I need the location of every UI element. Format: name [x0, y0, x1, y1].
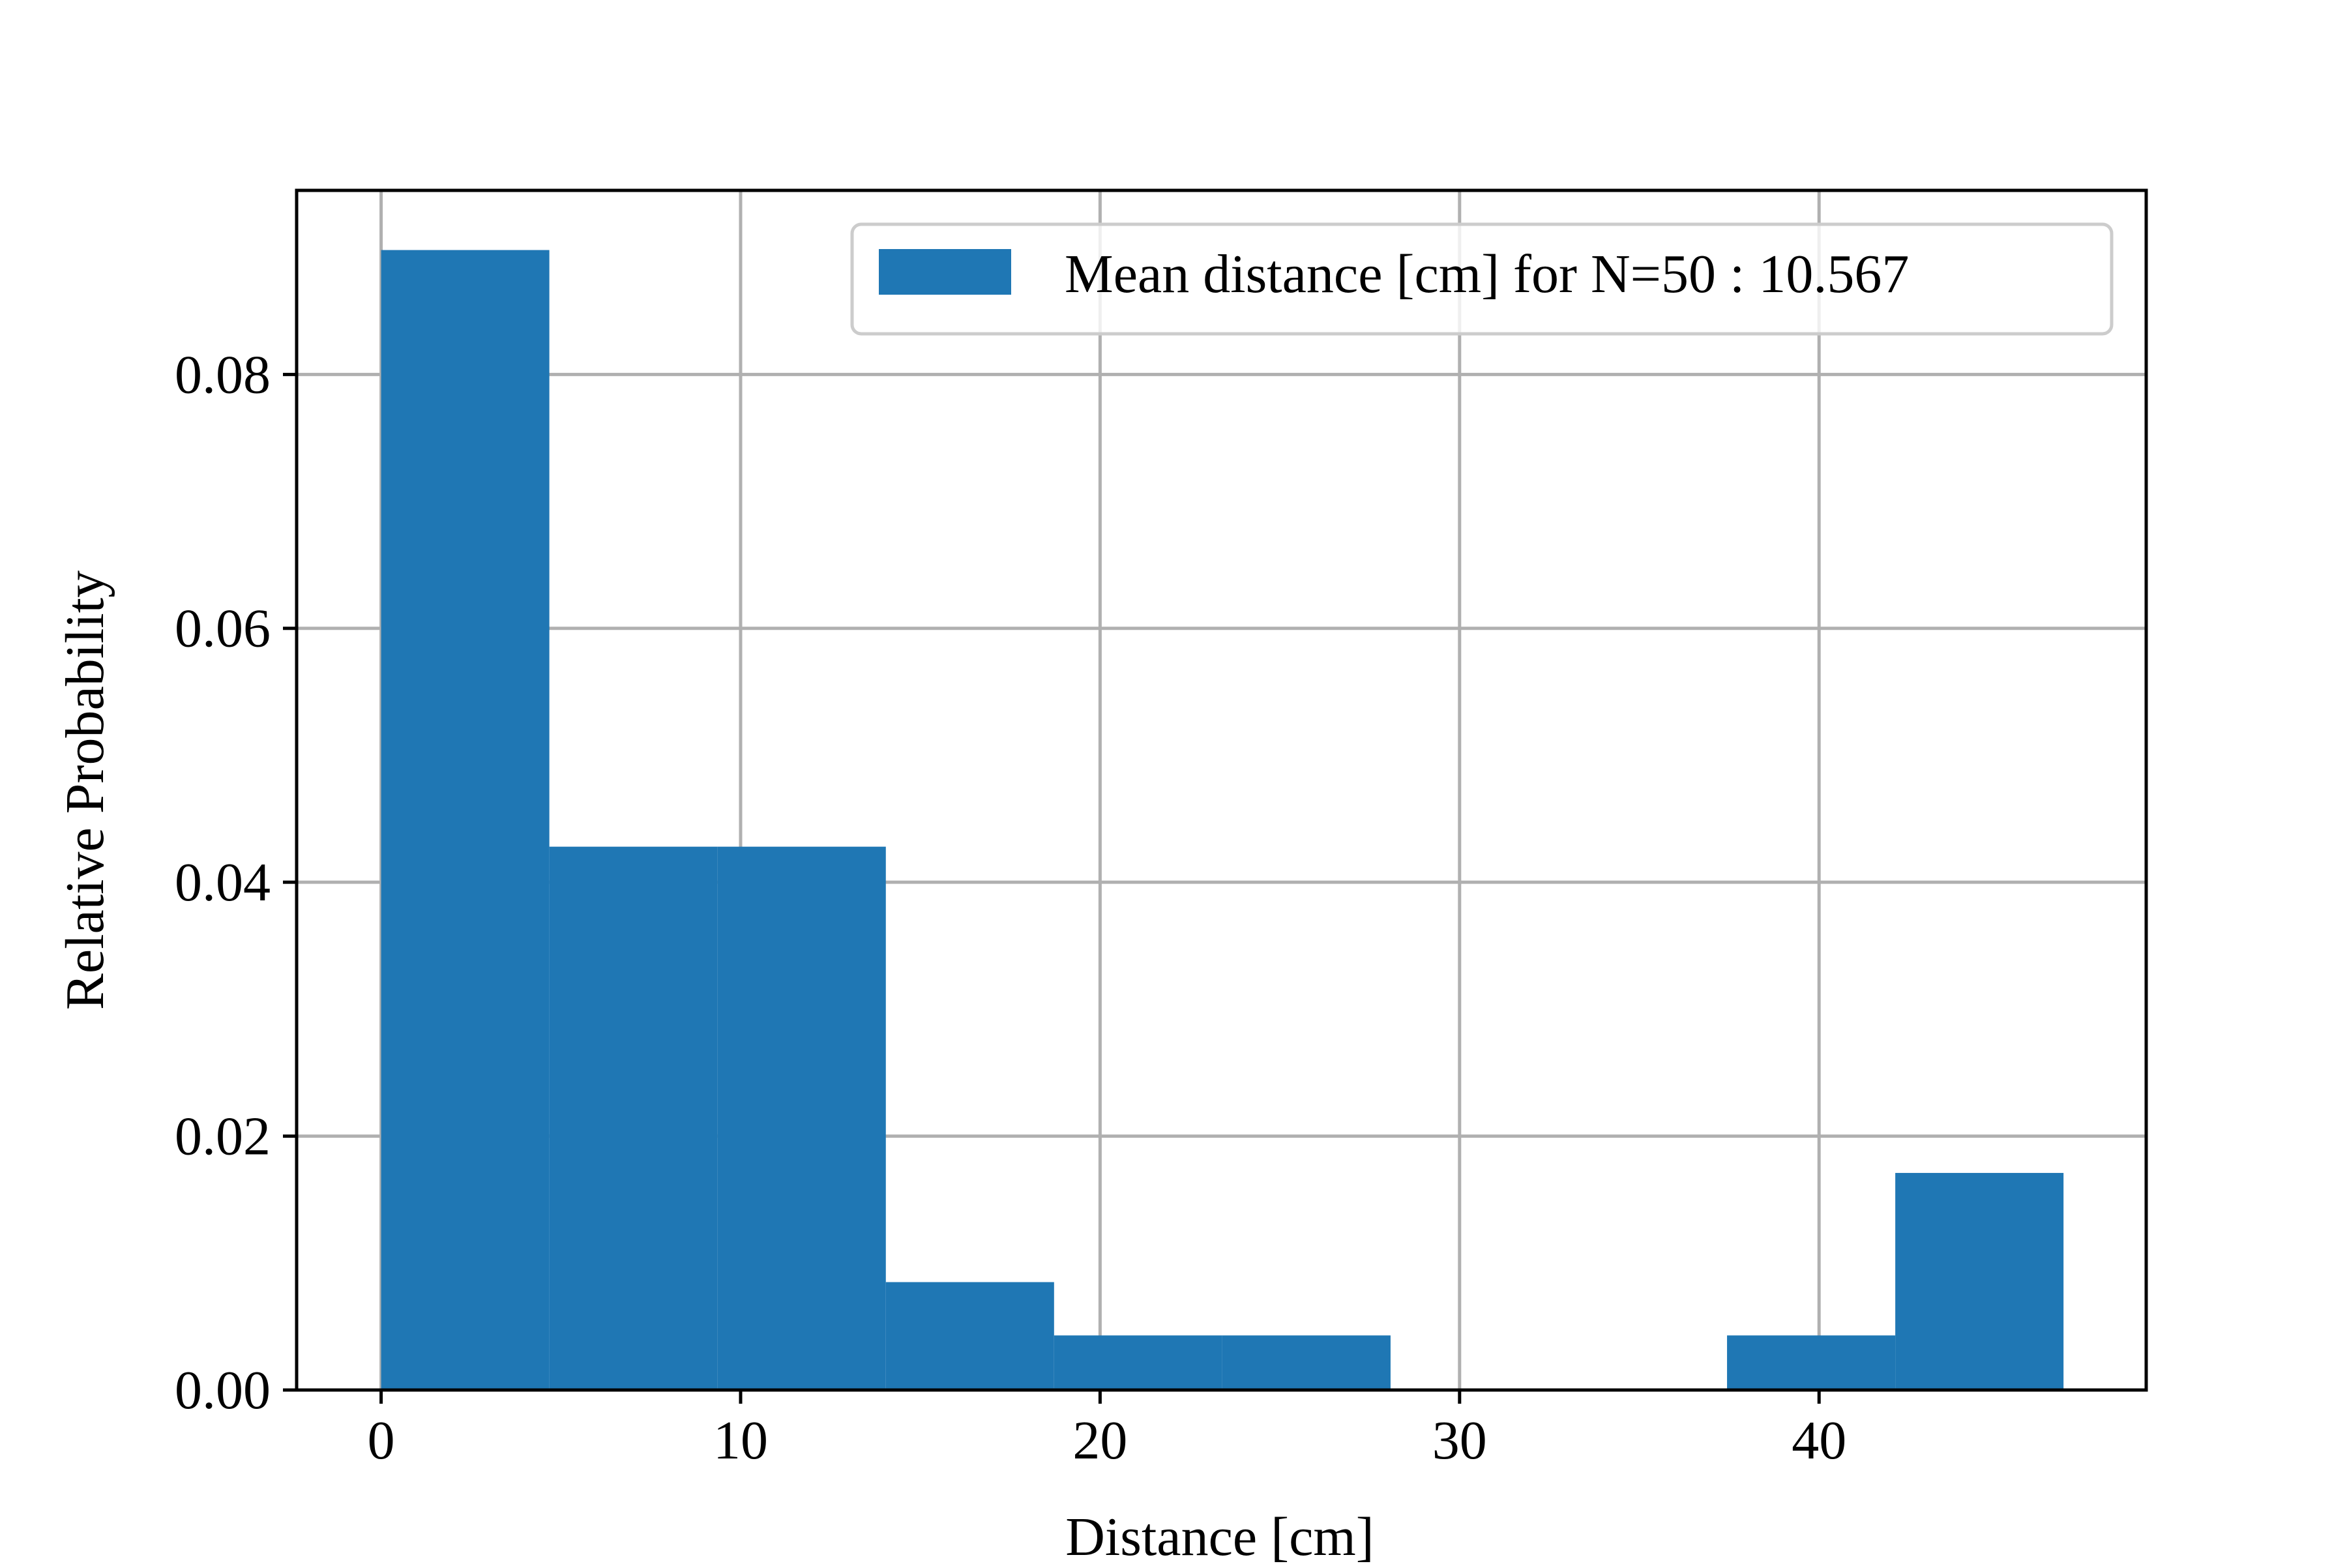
axes-layer: [295, 188, 2148, 1392]
x-tick-label-1: 10: [713, 1410, 768, 1471]
x-tick-label-2: 20: [1072, 1410, 1127, 1471]
histogram-bar-0: [381, 250, 550, 1391]
histogram-bar-4: [1054, 1335, 1222, 1390]
histogram-bar-1: [549, 846, 718, 1390]
bars-layer: [381, 250, 2064, 1391]
y-tick-label-0: 0.00: [175, 1360, 271, 1421]
legend-swatch: [879, 249, 1011, 295]
legend: Mean distance [cm] for N=50 : 10.567: [850, 222, 2114, 336]
histogram-bar-3: [885, 1282, 1054, 1390]
x-tick-label-0: 0: [368, 1410, 395, 1471]
legend-box: [850, 222, 2114, 336]
x-tick-label-4: 40: [1792, 1410, 1846, 1471]
x-tick-label-3: 30: [1432, 1410, 1487, 1471]
histogram-bar-9: [1895, 1173, 2064, 1390]
y-tick-label-3: 0.06: [175, 599, 271, 659]
y-tick-label-4: 0.08: [175, 344, 271, 405]
labels-layer: Distance [cm] Relative Probability: [55, 570, 1374, 1567]
x-axis-label: Distance [cm]: [1065, 1507, 1374, 1565]
y-tick-label-1: 0.02: [175, 1106, 271, 1167]
plot-frame: [295, 188, 2148, 1392]
histogram-bar-8: [1727, 1335, 1896, 1390]
histogram-bar-5: [1222, 1335, 1391, 1390]
y-tick-label-2: 0.04: [175, 852, 271, 913]
legend-entry-label: Mean distance [cm] for N=50 : 10.567: [1065, 244, 1909, 304]
ticks-layer: 0 10 20 30 40 0.00 0.02 0.04 0.06 0.08: [175, 344, 1846, 1471]
y-axis-label: Relative Probability: [55, 570, 115, 1010]
histogram-bar-2: [717, 846, 886, 1390]
